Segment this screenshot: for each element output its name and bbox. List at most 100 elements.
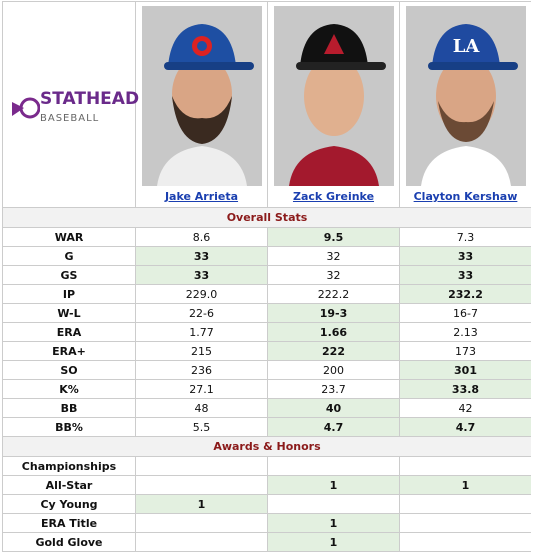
stat-row: K% 27.1 23.7 33.8: [2, 379, 531, 399]
stat-value: 32: [267, 246, 400, 266]
stat-value: 33: [399, 265, 531, 285]
player-cell: Zack Greinke: [267, 1, 400, 208]
player-cell: LA Clayton Kershaw: [399, 1, 531, 208]
stat-row: All-Star 1 1: [2, 475, 531, 495]
stat-value: [135, 532, 268, 552]
stat-value: 4.7: [399, 417, 531, 437]
stat-value: [399, 532, 531, 552]
stat-value: [135, 456, 268, 476]
stat-value: 301: [399, 360, 531, 380]
stat-row: ERA+ 215 222 173: [2, 341, 531, 361]
stat-value: 1.66: [267, 322, 400, 342]
stat-label: GS: [2, 265, 136, 285]
stat-value: 222.2: [267, 284, 400, 304]
player-photo: [141, 6, 262, 186]
stat-label: SO: [2, 360, 136, 380]
stat-row: Gold Glove 1: [2, 532, 531, 552]
stat-row: BB 48 40 42: [2, 398, 531, 418]
stat-label: ERA+: [2, 341, 136, 361]
stat-label: Gold Glove: [2, 532, 136, 552]
logo-text: STATHEAD: [40, 89, 140, 109]
stat-value: [399, 513, 531, 533]
stat-value: 8.6: [135, 227, 268, 247]
stat-value: 2.13: [399, 322, 531, 342]
player-photo: LA: [405, 6, 526, 186]
stat-label: BB%: [2, 417, 136, 437]
stat-value: 222: [267, 341, 400, 361]
stat-row: IP 229.0 222.2 232.2: [2, 284, 531, 304]
stat-value: 1.77: [135, 322, 268, 342]
stat-label: G: [2, 246, 136, 266]
stat-value: 19-3: [267, 303, 400, 323]
stat-label: Championships: [2, 456, 136, 476]
stat-row: SO 236 200 301: [2, 360, 531, 380]
stat-row: BB% 5.5 4.7 4.7: [2, 417, 531, 437]
stat-label: WAR: [2, 227, 136, 247]
stat-value: 9.5: [267, 227, 400, 247]
stat-value: 4.7: [267, 417, 400, 437]
logo-cell: [2, 1, 136, 208]
stat-row: Cy Young 1: [2, 494, 531, 514]
stat-value: [267, 456, 400, 476]
stat-value: 173: [399, 341, 531, 361]
stat-value: 200: [267, 360, 400, 380]
stat-value: 229.0: [135, 284, 268, 304]
section-title: Awards & Honors: [2, 436, 531, 457]
stat-value: 40: [267, 398, 400, 418]
stat-value: 232.2: [399, 284, 531, 304]
stat-value: 1: [267, 532, 400, 552]
stat-label: K%: [2, 379, 136, 399]
section-row: Awards & Honors: [2, 436, 531, 457]
stat-row: WAR 8.6 9.5 7.3: [2, 227, 531, 247]
stat-row: G 33 32 33: [2, 246, 531, 266]
logo-subtext: BASEBALL: [40, 113, 100, 124]
stat-row: ERA Title 1: [2, 513, 531, 533]
logo: STATHEAD BASEBALL: [10, 91, 139, 124]
stat-value: [399, 494, 531, 514]
stat-value: 16-7: [399, 303, 531, 323]
stat-value: 33: [135, 265, 268, 285]
stat-value: 1: [267, 513, 400, 533]
header-row: Jake Arrieta Zack Greinke LA Clayton Ker…: [2, 1, 531, 208]
stat-value: 33.8: [399, 379, 531, 399]
stat-value: 1: [399, 475, 531, 495]
stat-value: 1: [267, 475, 400, 495]
player-link[interactable]: Clayton Kershaw: [413, 190, 518, 203]
stat-value: 27.1: [135, 379, 268, 399]
stat-value: 7.3: [399, 227, 531, 247]
svg-text:LA: LA: [452, 36, 480, 57]
stat-value: [399, 456, 531, 476]
player-link[interactable]: Jake Arrieta: [164, 190, 239, 203]
stat-value: 236: [135, 360, 268, 380]
stat-row: Championships: [2, 456, 531, 476]
stat-label: ERA: [2, 322, 136, 342]
stat-value: 48: [135, 398, 268, 418]
player-cell: Jake Arrieta: [135, 1, 268, 208]
section-row: Overall Stats: [2, 207, 531, 228]
stat-value: 32: [267, 265, 400, 285]
player-photo: [273, 6, 394, 186]
stat-label: All-Star: [2, 475, 136, 495]
stat-value: 23.7: [267, 379, 400, 399]
stat-label: W-L: [2, 303, 136, 323]
stat-row: GS 33 32 33: [2, 265, 531, 285]
stat-value: 22-6: [135, 303, 268, 323]
stat-label: IP: [2, 284, 136, 304]
stat-value: 1: [135, 494, 268, 514]
stat-label: BB: [2, 398, 136, 418]
stat-value: 5.5: [135, 417, 268, 437]
player-link[interactable]: Zack Greinke: [292, 190, 375, 203]
stat-row: W-L 22-6 19-3 16-7: [2, 303, 531, 323]
stat-value: [267, 494, 400, 514]
stat-value: [135, 475, 268, 495]
stat-value: [135, 513, 268, 533]
section-title: Overall Stats: [2, 207, 531, 228]
stat-value: 33: [399, 246, 531, 266]
stat-label: Cy Young: [2, 494, 136, 514]
stat-row: ERA 1.77 1.66 2.13: [2, 322, 531, 342]
logo-icon: [12, 97, 41, 118]
stat-value: 42: [399, 398, 531, 418]
stat-value: 33: [135, 246, 268, 266]
